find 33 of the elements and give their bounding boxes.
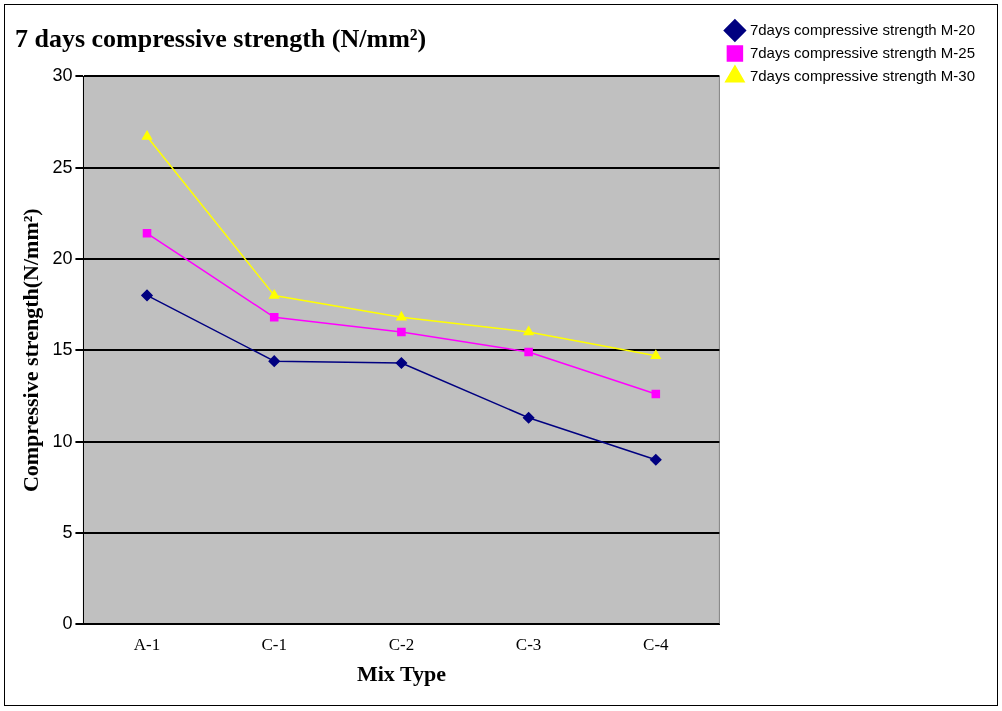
x-tick-label: C-2 bbox=[388, 634, 415, 654]
x-axis-title: Mix Type bbox=[356, 661, 447, 687]
y-axis-title: Compressive strength(N/mm²) bbox=[17, 208, 43, 493]
y-tick-label: 30 bbox=[52, 65, 73, 86]
legend-label: 7days compressive strength M-30 bbox=[749, 66, 976, 84]
point bbox=[651, 389, 661, 399]
point bbox=[397, 327, 406, 337]
y-tick-label: 25 bbox=[52, 156, 73, 177]
point bbox=[142, 229, 152, 238]
point bbox=[141, 130, 153, 140]
y-tick-label: 5 bbox=[62, 521, 73, 542]
point bbox=[650, 454, 662, 466]
x-tick-label: C-4 bbox=[643, 634, 670, 654]
point bbox=[268, 355, 280, 367]
point bbox=[650, 349, 661, 359]
x-tick-label: C-3 bbox=[515, 634, 542, 654]
point bbox=[396, 311, 407, 321]
point bbox=[269, 313, 279, 322]
y-tick-label: 15 bbox=[52, 339, 73, 360]
legend-label: 7days compressive strength M-20 bbox=[749, 20, 976, 38]
y-tick-label: 20 bbox=[52, 247, 73, 268]
point bbox=[141, 289, 153, 302]
point bbox=[395, 357, 408, 369]
point bbox=[524, 347, 533, 357]
y-tick-label: 0 bbox=[62, 613, 73, 634]
point bbox=[522, 412, 535, 424]
y-tick-label: 10 bbox=[52, 430, 73, 451]
legend-label: 7days compressive strength M-25 bbox=[749, 43, 976, 61]
chart-title: 7 days compressive strength (N/mm²) bbox=[15, 24, 427, 54]
x-tick-label: A-1 bbox=[133, 634, 161, 654]
point bbox=[269, 289, 280, 299]
x-tick-label: C-1 bbox=[261, 634, 287, 654]
point bbox=[523, 326, 534, 336]
